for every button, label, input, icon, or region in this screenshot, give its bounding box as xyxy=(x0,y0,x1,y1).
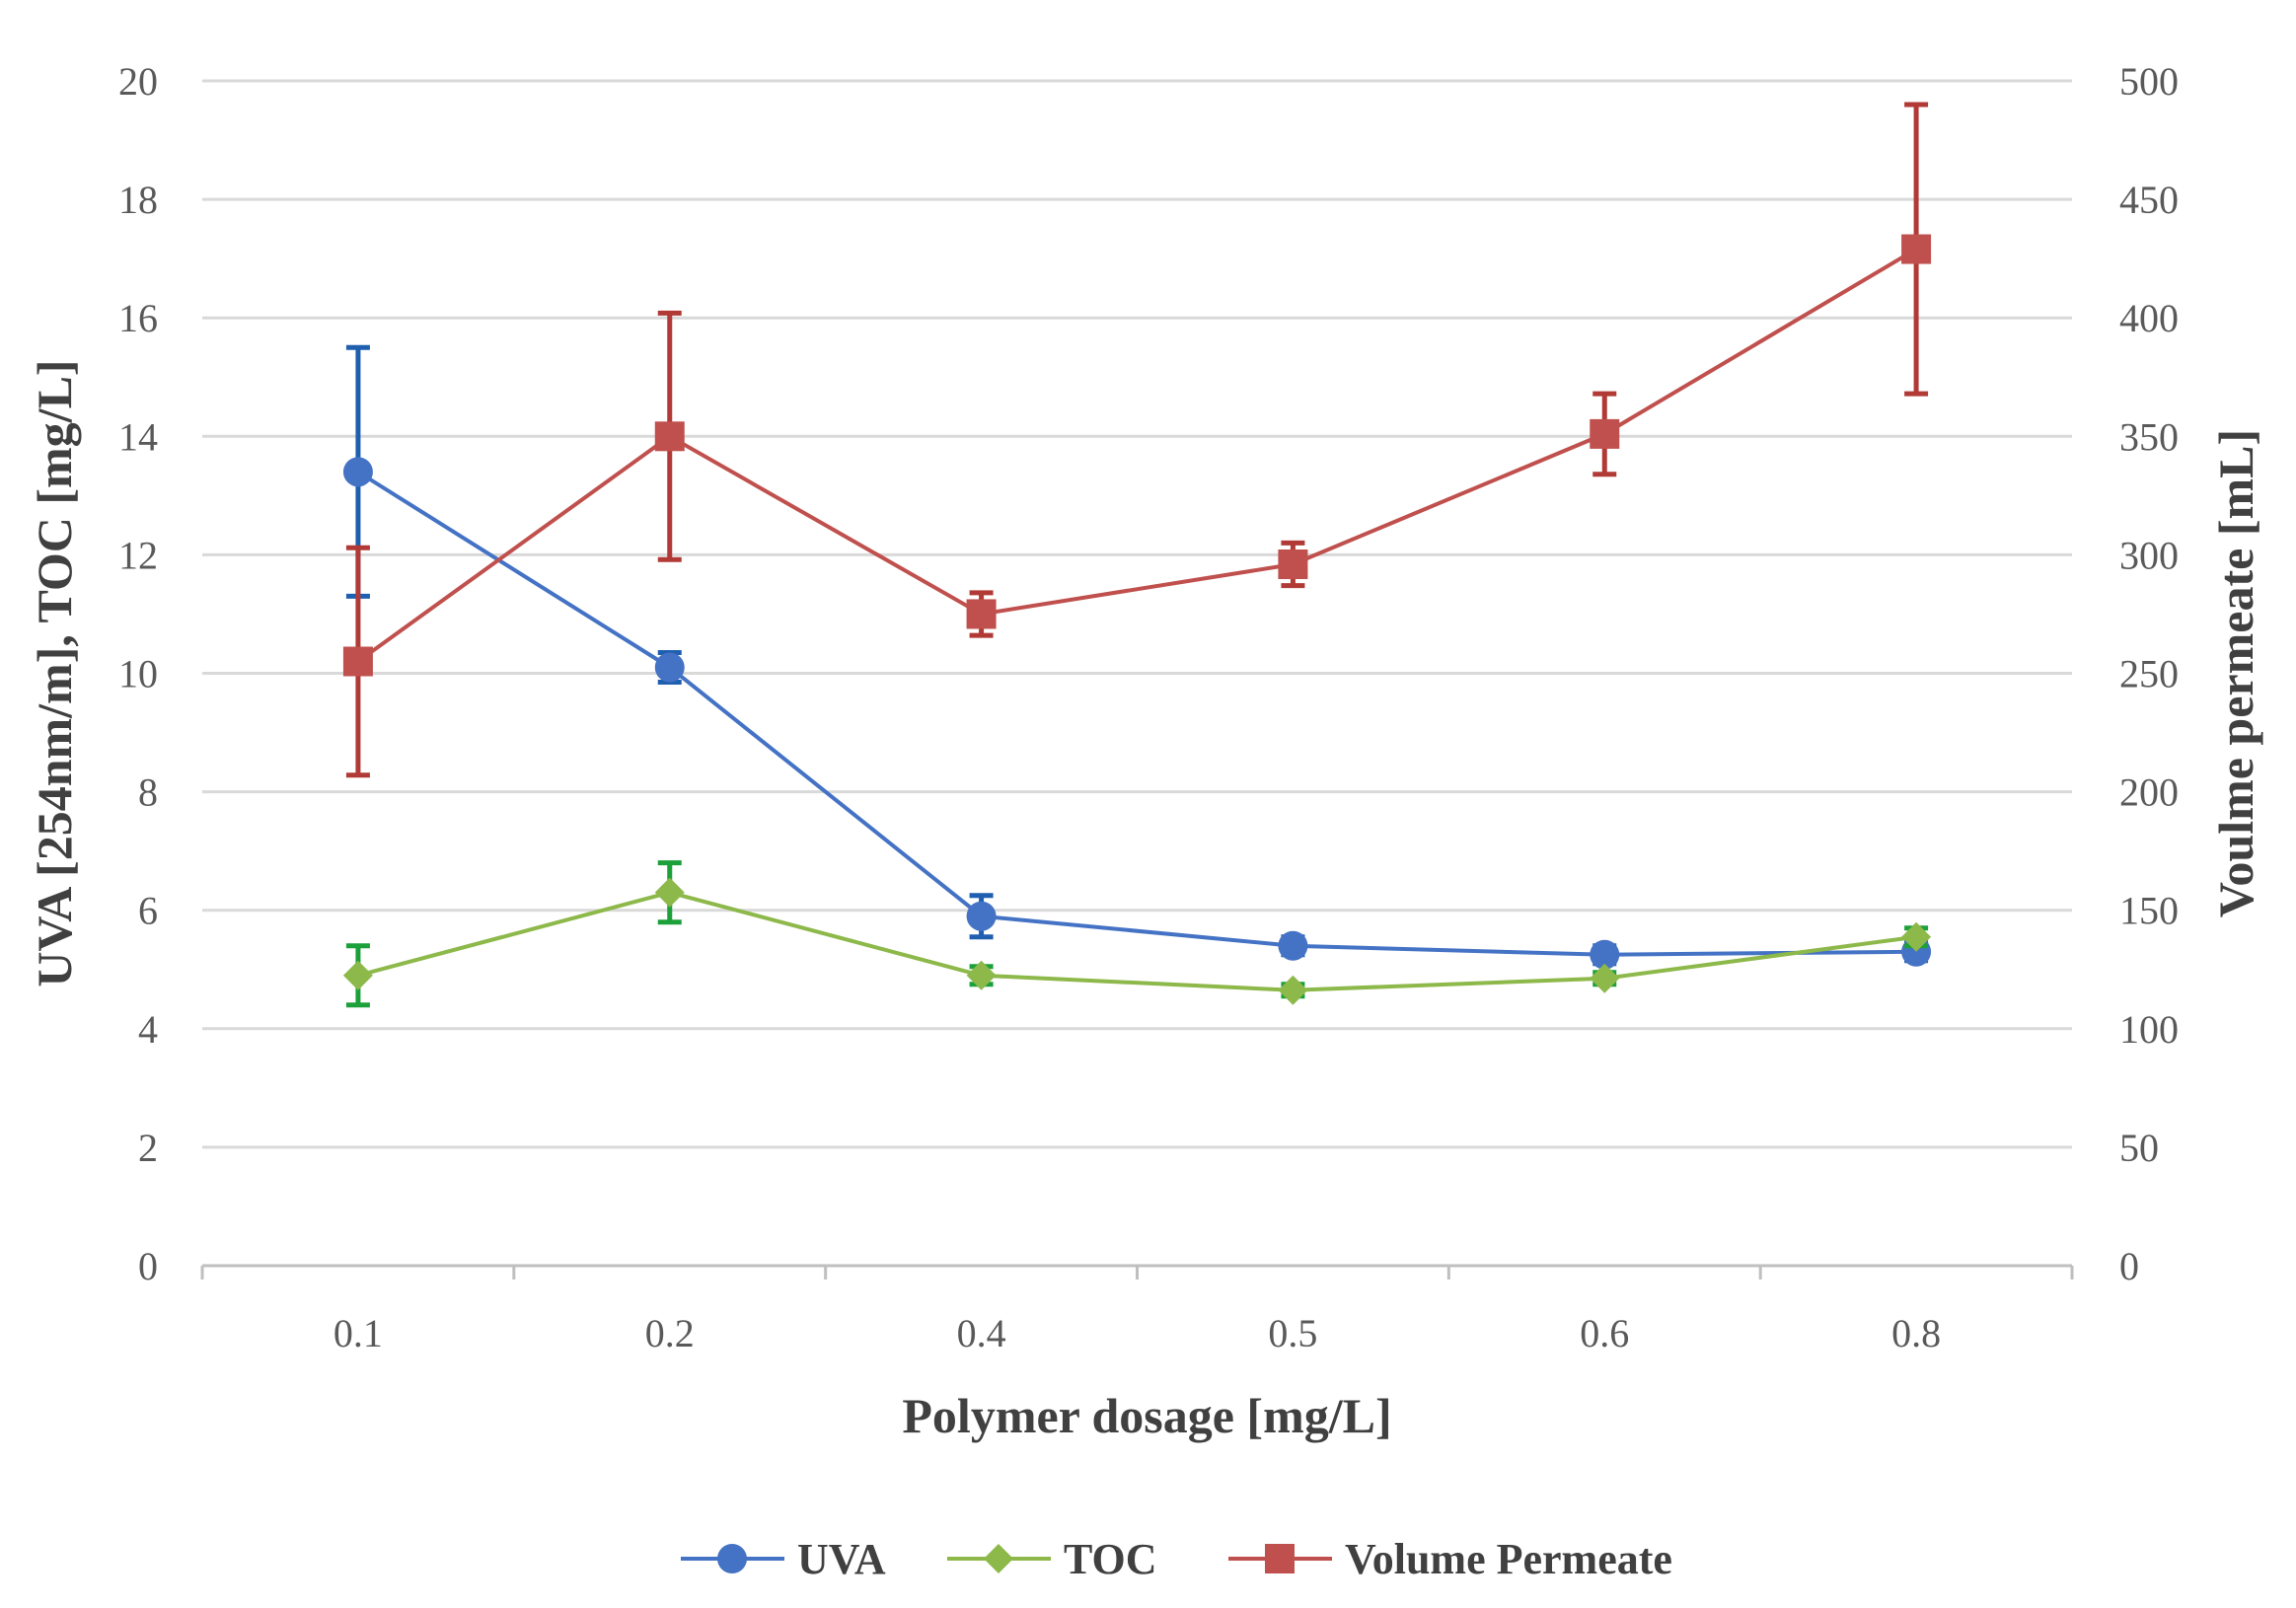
data-point xyxy=(1901,921,1932,952)
data-point xyxy=(654,877,685,908)
data-point xyxy=(1278,975,1308,1005)
y-tick-label-left: 0 xyxy=(138,1244,158,1288)
y-tick-label-left: 18 xyxy=(118,178,158,222)
x-tick-label: 0.2 xyxy=(645,1311,695,1355)
y-tick-label-left: 4 xyxy=(138,1007,158,1052)
legend-label: UVA xyxy=(797,1535,886,1583)
series-line xyxy=(356,470,1917,957)
y-tick-label-left: 2 xyxy=(138,1126,158,1170)
data-point xyxy=(966,599,997,629)
series-volume-permeate xyxy=(342,102,1932,778)
data-point xyxy=(966,960,997,990)
y-tick-label-left: 6 xyxy=(138,889,158,933)
series-line xyxy=(356,247,1918,664)
y-axis-title-right: Voulme permeate [mL] xyxy=(2208,429,2263,917)
series-layer xyxy=(342,102,1932,1008)
data-point xyxy=(1901,234,1932,264)
y-tick-label-right: 500 xyxy=(2119,59,2179,104)
x-tick-label: 0.4 xyxy=(957,1311,1006,1355)
legend-marker xyxy=(984,1544,1013,1573)
y-tick-label-right: 200 xyxy=(2119,770,2179,815)
series-uva xyxy=(342,344,1932,970)
data-point xyxy=(654,652,685,683)
legend-marker xyxy=(1265,1544,1295,1573)
data-point xyxy=(654,421,685,452)
y-tick-label-right: 50 xyxy=(2119,1126,2159,1170)
y-tick-label-left: 16 xyxy=(118,296,158,340)
x-tick-label: 0.6 xyxy=(1580,1311,1629,1355)
y-tick-label-right: 150 xyxy=(2119,889,2179,933)
y-axis-title-left: UVA [254nm/m], TOC [mg/L] xyxy=(27,359,82,987)
series-toc xyxy=(342,860,1932,1008)
y-tick-label-left: 14 xyxy=(118,414,158,459)
y-tick-label-left: 10 xyxy=(118,652,158,696)
x-tick-label: 0.5 xyxy=(1268,1311,1317,1355)
axes: 0246810121416182005010015020025030035040… xyxy=(118,59,2179,1355)
data-point xyxy=(342,457,373,487)
y-tick-label-right: 250 xyxy=(2119,652,2179,696)
data-point xyxy=(342,646,373,677)
x-tick-label: 0.1 xyxy=(333,1311,383,1355)
data-point xyxy=(1278,930,1308,961)
data-point xyxy=(1590,963,1620,993)
legend: UVA TOC Volume Permeate xyxy=(681,1535,1672,1583)
data-point xyxy=(1590,939,1620,970)
y-tick-label-right: 100 xyxy=(2119,1007,2179,1052)
x-tick-label: 0.8 xyxy=(1891,1311,1941,1355)
y-tick-label-left: 20 xyxy=(118,59,158,104)
legend-label: Volume Permeate xyxy=(1345,1535,1672,1583)
gridlines xyxy=(202,79,2072,1149)
data-point xyxy=(342,960,373,990)
legend-marker xyxy=(717,1544,747,1573)
y-tick-label-right: 400 xyxy=(2119,296,2179,340)
y-tick-label-right: 0 xyxy=(2119,1244,2139,1288)
data-point xyxy=(1278,549,1308,580)
series-line xyxy=(357,890,1917,992)
y-tick-label-right: 450 xyxy=(2119,178,2179,222)
y-tick-label-right: 350 xyxy=(2119,414,2179,459)
legend-item-toc: TOC xyxy=(947,1535,1157,1583)
y-tick-label-left: 8 xyxy=(138,770,158,815)
data-point xyxy=(966,901,997,931)
data-point xyxy=(1590,418,1620,449)
x-axis-title: Polymer dosage [mg/L] xyxy=(902,1388,1391,1443)
legend-item-volume-permeate: Volume Permeate xyxy=(1228,1535,1672,1583)
legend-label: TOC xyxy=(1064,1535,1157,1583)
legend-item-uva: UVA xyxy=(681,1535,886,1583)
y-tick-label-left: 12 xyxy=(118,533,158,577)
y-tick-label-right: 300 xyxy=(2119,533,2179,577)
